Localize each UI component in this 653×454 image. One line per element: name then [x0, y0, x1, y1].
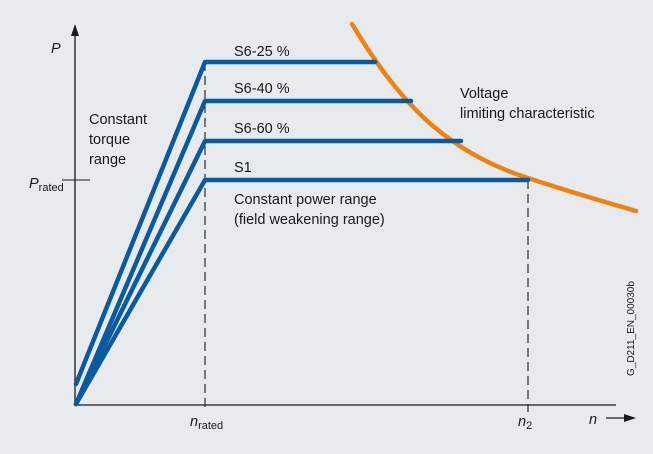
- power-line-s1: [73, 177, 531, 407]
- x-axis-arrowhead: [624, 414, 636, 422]
- power-line-s6-25: [73, 59, 378, 387]
- constant-power-label-line1: Constant power range: [234, 192, 377, 208]
- power-line-s6-60: [73, 138, 464, 407]
- constant-torque-label-line3: range: [89, 152, 126, 168]
- label-s6-25: S6-25 %: [234, 44, 290, 60]
- label-s6-60: S6-60 %: [234, 121, 290, 137]
- voltage-limit-curve: [349, 21, 639, 214]
- y-axis-arrowhead: [71, 24, 79, 36]
- voltage-limit-label-line1: Voltage: [460, 86, 508, 102]
- constant-power-label-line2: (field weakening range): [234, 212, 385, 228]
- constant-torque-label-line2: torque: [89, 132, 130, 148]
- voltage-limit-label-line2: limiting characteristic: [460, 106, 595, 122]
- x-axis-label: n: [589, 412, 597, 428]
- power-line-s6-40: [73, 98, 414, 407]
- figure-id: G_D211_EN_00030b: [626, 281, 637, 376]
- n-rated-label: nrated: [190, 414, 223, 432]
- n2-label: n2: [518, 414, 532, 432]
- label-s6-40: S6-40 %: [234, 81, 290, 97]
- p-rated-label: Prated: [29, 176, 64, 194]
- label-s1: S1: [234, 160, 252, 176]
- constant-torque-label-line1: Constant: [89, 112, 147, 128]
- y-axis-label: P: [51, 41, 61, 57]
